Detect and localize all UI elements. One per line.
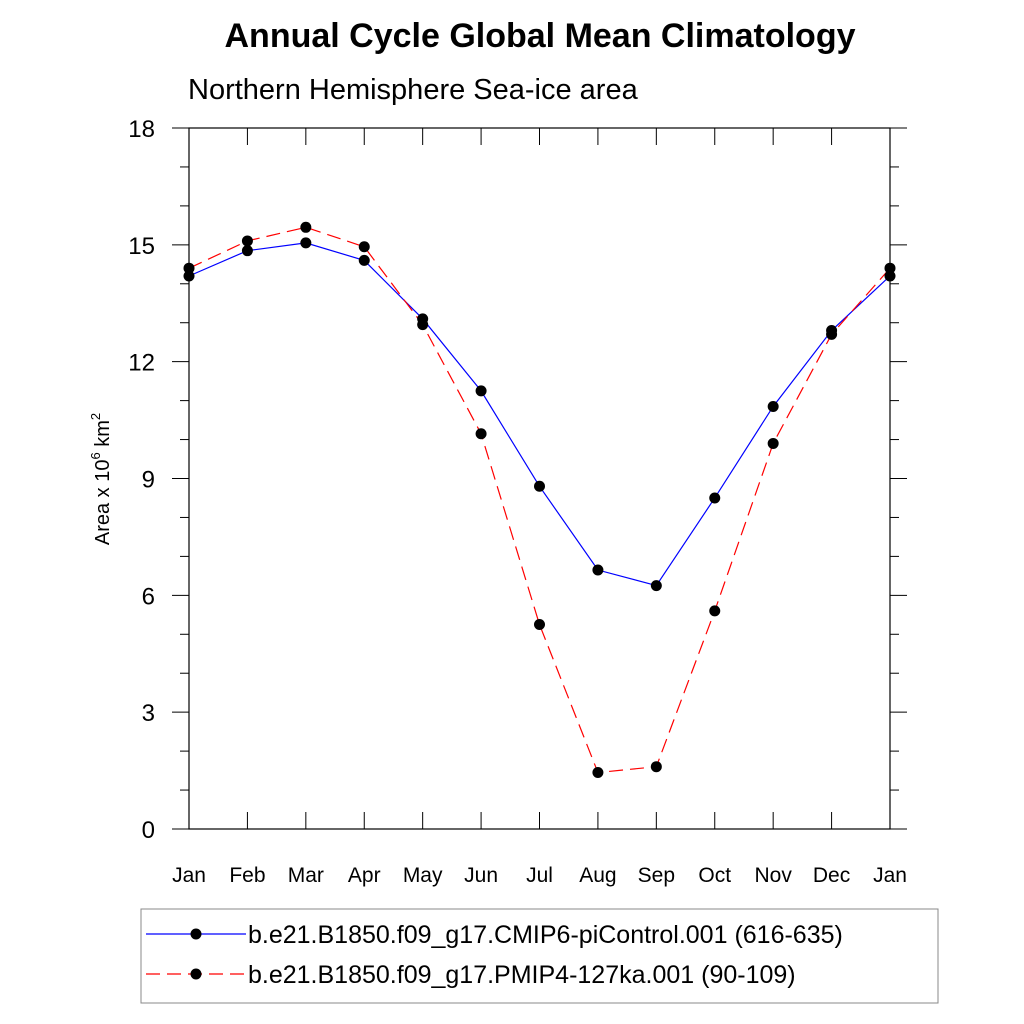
series-2-point [241, 235, 253, 247]
series-2-point [884, 262, 896, 274]
series-2-point [358, 241, 370, 253]
legend-marker-2 [190, 968, 202, 980]
x-tick-label: Jan [172, 864, 206, 887]
series-line-1 [188, 242, 891, 587]
y-axis-label-unit: km [92, 420, 114, 452]
x-tick-label: Aug [579, 864, 616, 887]
series-line-2 [188, 226, 891, 774]
series-1-point [300, 237, 312, 249]
series-2-point [475, 428, 487, 440]
series-1-point [183, 270, 195, 282]
x-tick-label: Apr [348, 864, 381, 887]
x-tick-label: Jul [526, 864, 553, 887]
x-tick-label: Feb [229, 864, 265, 887]
x-tick-label: Jun [464, 864, 498, 887]
y-axis-label-unit-exponent: 2 [88, 413, 103, 420]
x-tick-label: Nov [754, 864, 792, 887]
series-1-point [650, 580, 662, 592]
x-tick-label: May [403, 864, 443, 887]
legend-label-1: b.e21.B1850.f09_g17.CMIP6-piControl.001 … [248, 921, 843, 949]
x-tick-label: Oct [698, 864, 731, 887]
y-tick-label: 6 [142, 583, 155, 610]
series-1-point [241, 245, 253, 257]
legend: b.e21.B1850.f09_g17.CMIP6-piControl.001 … [140, 908, 939, 1004]
series-1-point [767, 400, 779, 412]
legend-box [140, 908, 939, 1004]
series-2-point [650, 761, 662, 773]
series-2-point [592, 767, 604, 779]
series-1-point [358, 254, 370, 266]
series-2-point [300, 221, 312, 233]
y-tick-label: 18 [128, 116, 155, 143]
series-2-point [183, 262, 195, 274]
series-2-point [534, 619, 545, 631]
plot-frame [188, 127, 891, 830]
series-2-point [767, 437, 779, 449]
y-tick-label: 15 [128, 233, 155, 260]
chart-subtitle: Northern Hemisphere Sea-ice area [188, 74, 639, 106]
series-1-point [534, 480, 545, 492]
x-tick-label: Sep [638, 864, 675, 887]
series-2-point [417, 319, 429, 331]
x-tick-label: Dec [813, 864, 850, 887]
series-1-point [592, 564, 604, 576]
series-1-point [884, 270, 896, 282]
series-2-point [826, 328, 838, 340]
legend-marker-1 [190, 928, 202, 940]
series-2-point [709, 605, 721, 617]
y-axis-label-exponent: 6 [88, 452, 103, 459]
y-axis-label-text: Area x 10 [92, 460, 114, 546]
legend-label-2: b.e21.B1850.f09_g17.PMIP4-127ka.001 (90-… [248, 961, 796, 989]
chart-title: Annual Cycle Global Mean Climatology [225, 17, 856, 55]
y-axis-label: Area x 106 km2 [88, 413, 114, 545]
series-layer [183, 221, 896, 779]
x-tick-label: Jan [873, 864, 907, 887]
y-tick-label: 12 [128, 350, 155, 377]
y-tick-label: 9 [142, 467, 155, 494]
plot-area: 0 3 6 9 12 15 18 Jan Feb Mar Apr May Jun Jul Aug Sep Oct… [128, 116, 907, 887]
y-tick-label: 0 [142, 817, 155, 844]
series-1-point [709, 492, 721, 504]
series-1-point [475, 385, 487, 397]
y-tick-label: 3 [142, 700, 155, 727]
x-tick-label: Mar [288, 864, 324, 887]
